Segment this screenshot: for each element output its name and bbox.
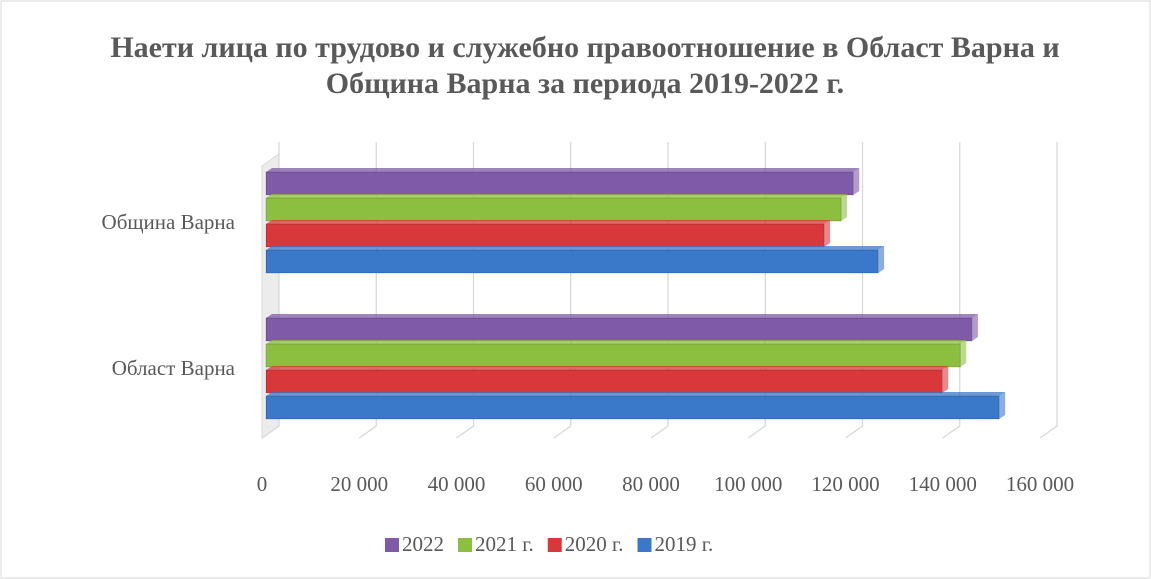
- x-tick-label: 120 000: [811, 472, 879, 496]
- bar-top: [266, 168, 860, 172]
- bar-front: [265, 343, 961, 368]
- bar-top: [266, 220, 831, 224]
- y-tick-label: Област Варна: [112, 356, 236, 380]
- bar: [265, 194, 848, 222]
- legend-label: 2020 г.: [565, 532, 624, 556]
- bar-top: [266, 366, 949, 370]
- grid-line: [942, 142, 961, 439]
- bar-end: [971, 314, 978, 341]
- y-tick-label: Община Варна: [102, 210, 236, 234]
- bar: [265, 220, 831, 248]
- bar-front: [265, 223, 825, 248]
- bar: [265, 340, 967, 368]
- bar-end: [853, 168, 860, 195]
- bar-front: [265, 171, 854, 196]
- bar-top: [266, 246, 885, 250]
- bar: [265, 246, 885, 274]
- bar-front: [265, 369, 943, 394]
- bar: [265, 314, 978, 342]
- bar-top: [266, 194, 848, 198]
- legend-swatch: [458, 538, 472, 552]
- bar-top: [266, 340, 967, 344]
- title-line: Община Варна за периода 2019-2022 г.: [326, 67, 844, 100]
- bar: [265, 168, 860, 196]
- legend-label: 2019 г.: [655, 532, 714, 556]
- bar-top: [266, 392, 1006, 396]
- x-tick-label: 40 000: [428, 472, 486, 496]
- bar-front: [265, 317, 973, 342]
- x-tick-label: 140 000: [909, 472, 977, 496]
- legend-label: 2022: [402, 532, 444, 556]
- bar-front: [265, 249, 879, 274]
- bar: [265, 392, 1006, 420]
- bar-end: [960, 340, 967, 367]
- bar-end: [999, 392, 1006, 419]
- title-line: Наети лица по трудово и служебно правоот…: [110, 31, 1059, 64]
- x-tick-label: 20 000: [330, 472, 388, 496]
- bar: [265, 366, 949, 394]
- bar-top: [266, 314, 978, 318]
- bar-front: [265, 197, 842, 222]
- chart-title: Наети лица по трудово и служебно правоот…: [110, 31, 1059, 100]
- bar-front: [265, 395, 1000, 420]
- x-tick-label: 160 000: [1006, 472, 1074, 496]
- bar-end: [841, 194, 848, 221]
- x-tick-label: 100 000: [714, 472, 782, 496]
- legend-label: 2021 г.: [475, 532, 534, 556]
- legend-swatch: [547, 538, 562, 552]
- grid-line: [845, 142, 864, 439]
- bar-end: [824, 220, 831, 247]
- x-tick-label: 80 000: [622, 472, 680, 496]
- grid-line: [1039, 142, 1058, 439]
- x-tick-label: 60 000: [525, 472, 583, 496]
- legend-swatch: [385, 538, 399, 552]
- bar-end: [942, 366, 949, 393]
- legend-swatch: [637, 538, 652, 552]
- x-tick-label: 0: [257, 472, 268, 496]
- bar-end: [878, 246, 885, 273]
